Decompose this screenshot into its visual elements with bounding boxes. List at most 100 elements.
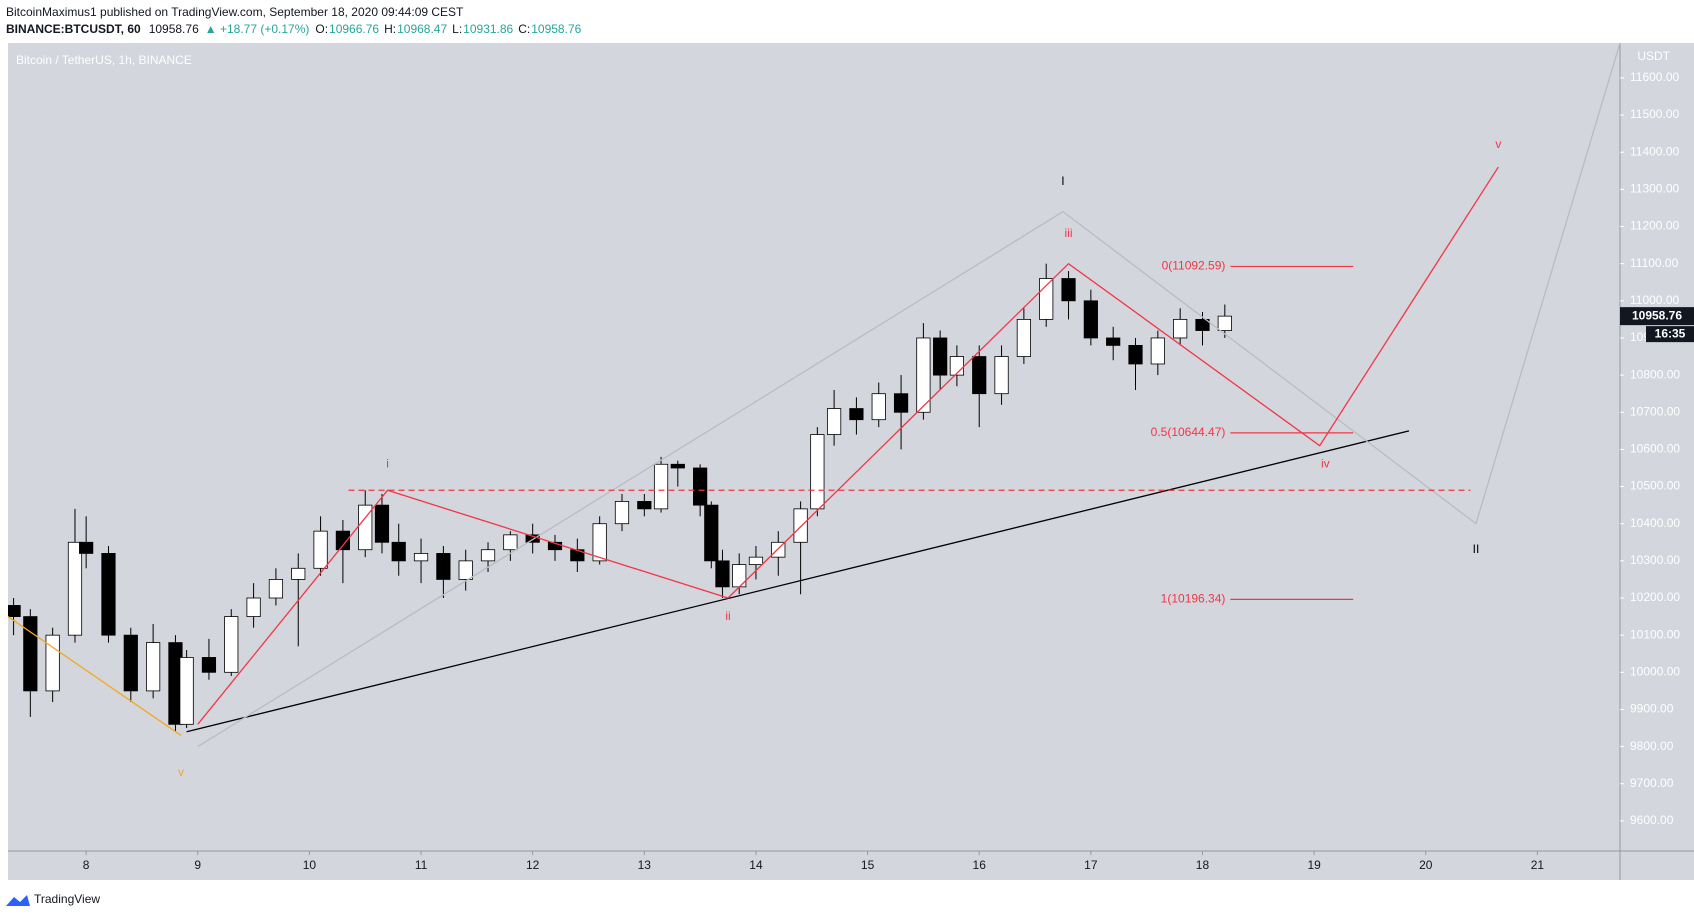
y-tick-label: 11000.00 <box>1630 293 1679 307</box>
y-tick-label: 11600.00 <box>1630 70 1679 84</box>
y-tick-label: 10400.00 <box>1630 516 1680 530</box>
plot: 0(11092.59)0.5(10644.47)1(10196.34)viiii… <box>8 43 1620 779</box>
wave-label: iii <box>1065 226 1073 240</box>
candle-body <box>224 616 239 673</box>
candle-body <box>871 393 886 421</box>
x-tick-label: 8 <box>83 858 90 872</box>
candle-body <box>179 657 194 725</box>
trend-line <box>186 430 1410 733</box>
fib-label: 0.5(10644.47) <box>1151 425 1226 439</box>
ohlc-key: C: <box>518 22 530 36</box>
candle-body <box>637 501 652 510</box>
trend-line <box>197 43 1620 748</box>
candle-body <box>1106 337 1121 346</box>
candle-body <box>972 356 987 395</box>
candle-body <box>1061 278 1076 302</box>
trend-line <box>8 616 182 737</box>
candle-body <box>893 393 909 413</box>
change: ▲ +18.77 (+0.17%) <box>205 22 310 36</box>
last-price: 10958.76 <box>149 22 199 36</box>
ohlc-key: O: <box>315 22 328 36</box>
x-tick-label: 19 <box>1307 858 1321 872</box>
candle-body <box>849 408 864 421</box>
candle-body <box>933 337 948 376</box>
candle-body <box>1083 300 1098 339</box>
x-tick-label: 20 <box>1419 858 1433 872</box>
y-tick-label: 10500.00 <box>1630 479 1680 493</box>
candle-body <box>1195 318 1210 331</box>
candle-body <box>413 553 429 562</box>
candle-body <box>793 508 808 543</box>
ohlc-value: 10958.76 <box>531 22 581 36</box>
candle-body <box>374 504 390 543</box>
countdown: 16:35 <box>1655 326 1686 340</box>
x-tick-label: 17 <box>1084 858 1098 872</box>
candle-body <box>358 504 373 551</box>
x-tick-label: 9 <box>194 858 201 872</box>
candle-body <box>391 541 406 562</box>
wave-label: II <box>1473 542 1480 556</box>
trend-line <box>197 166 1499 725</box>
candle-body <box>732 564 747 588</box>
candle-body <box>335 530 351 551</box>
chart-bg <box>8 43 1694 880</box>
y-tick-label: 10300.00 <box>1630 553 1680 567</box>
candle-body <box>653 463 669 510</box>
candle-body <box>436 553 451 580</box>
ohlc-key: H: <box>384 22 396 36</box>
candle-body <box>715 560 730 588</box>
candle-body <box>1150 337 1165 365</box>
candle-body <box>810 434 825 510</box>
price-tag <box>1620 307 1694 326</box>
y-tick-label: 10800.00 <box>1630 367 1680 381</box>
wave-label: v <box>1495 137 1501 151</box>
candle-body <box>480 549 496 562</box>
candle-body <box>67 541 83 636</box>
candle-body <box>916 337 931 413</box>
candle-body <box>1039 278 1054 320</box>
wave-label: i <box>386 456 389 470</box>
candle-body <box>101 553 116 636</box>
candle-body <box>1217 315 1232 331</box>
y-tick-label: 11200.00 <box>1630 219 1679 233</box>
x-tick-label: 21 <box>1531 858 1545 872</box>
y-tick-label: 10600.00 <box>1630 442 1680 456</box>
candle-body <box>79 541 94 554</box>
candle-body <box>313 530 328 569</box>
y-tick-label: 9700.00 <box>1630 776 1674 790</box>
candle-body <box>949 356 964 376</box>
axis-unit: USDT <box>1637 49 1670 63</box>
ohlc-value: 10931.86 <box>463 22 513 36</box>
candle-body <box>1016 318 1031 357</box>
x-tick-label: 12 <box>526 858 540 872</box>
candle-body <box>748 556 764 565</box>
publisher: BitcoinMaximus1 published on TradingView… <box>6 5 464 19</box>
candle-body <box>670 463 685 469</box>
x-tick-label: 11 <box>415 858 428 872</box>
candle-body <box>246 597 261 617</box>
y-tick-label: 9900.00 <box>1630 702 1674 716</box>
chart-title: Bitcoin / TetherUS, 1h, BINANCE <box>16 53 192 67</box>
wave-label: ii <box>725 609 730 623</box>
wave-label: v <box>178 765 184 779</box>
ohlc-key: L: <box>452 22 462 36</box>
y-tick-label: 9600.00 <box>1630 813 1674 827</box>
x-tick-label: 10 <box>303 858 317 872</box>
x-tick-label: 16 <box>973 858 987 872</box>
logo: TradingView <box>6 892 100 906</box>
candle-body <box>826 408 842 435</box>
wave-label: I <box>1061 174 1064 188</box>
y-tick-label: 10000.00 <box>1630 664 1680 678</box>
x-tick-label: 14 <box>749 858 763 872</box>
candle-body <box>23 616 38 692</box>
y-tick-label: 10700.00 <box>1630 404 1680 418</box>
ohlc-value: 10968.47 <box>397 22 447 36</box>
candle-body <box>458 560 473 580</box>
y-tick-label: 11400.00 <box>1630 144 1679 158</box>
x-tick-label: 13 <box>638 858 652 872</box>
candle-body <box>146 642 161 692</box>
x-tick-label: 18 <box>1196 858 1210 872</box>
symbol: BINANCE:BTCUSDT, 60 <box>6 22 141 36</box>
y-tick-label: 11500.00 <box>1630 107 1679 121</box>
